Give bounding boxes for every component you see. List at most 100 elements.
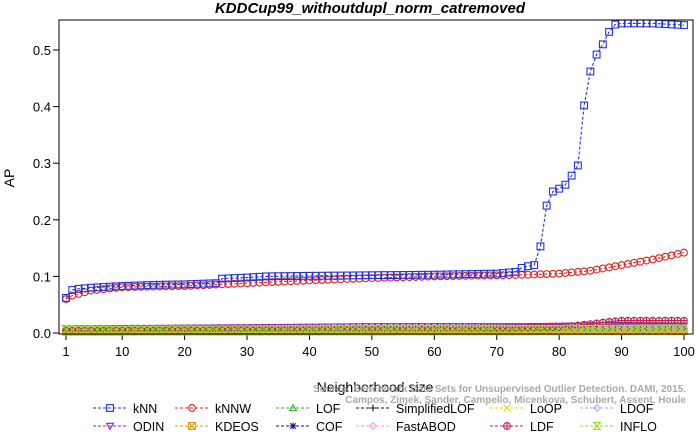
point-INFLO-85 <box>585 324 595 333</box>
point-kNN-68 <box>480 269 489 278</box>
legend-marker-kNNW <box>188 404 196 412</box>
point-kNN-17 <box>161 280 170 289</box>
legend-label-ODIN: ODIN <box>133 420 164 434</box>
point-INFLO-58 <box>417 325 427 333</box>
point-INFLO-16 <box>155 325 165 334</box>
point-INFLO-54 <box>392 325 402 333</box>
point-INFLO-62 <box>442 325 452 333</box>
point-kNN-22 <box>193 279 202 288</box>
point-kNN-10 <box>118 282 127 290</box>
legend-marker-FastABOD <box>368 421 378 431</box>
point-INFLO-27 <box>223 325 233 334</box>
point-kNNW-41 <box>311 276 320 285</box>
point-ODIN-80 <box>555 322 564 331</box>
plot-area <box>61 19 689 336</box>
point-INFLO-55 <box>398 325 408 333</box>
point-kNN-48 <box>355 271 364 280</box>
point-kNN-75 <box>523 262 532 271</box>
point-kNN-57 <box>411 270 420 279</box>
point-kNNW-78 <box>542 270 551 278</box>
legend-item-kNNW: kNNW <box>175 402 251 416</box>
point-INFLO-73 <box>510 325 520 333</box>
watermark: Source: Benchmark Data Sets for Unsuperv… <box>313 384 686 406</box>
point-kNN-14 <box>143 281 152 290</box>
point-INFLO-89 <box>610 324 620 333</box>
point-kNN-66 <box>467 270 476 278</box>
point-INFLO-74 <box>517 325 527 333</box>
point-LDF-92 <box>630 316 638 325</box>
point-INFLO-94 <box>642 324 652 333</box>
legend-item-FastABOD: FastABOD <box>356 420 456 434</box>
point-INFLO-6 <box>92 325 102 334</box>
point-INFLO-46 <box>342 325 352 333</box>
point-INFLO-76 <box>529 324 539 333</box>
point-INFLO-84 <box>579 324 589 333</box>
point-LDF-87 <box>599 318 607 327</box>
point-INFLO-1 <box>61 325 71 334</box>
point-kNN-84 <box>580 101 589 110</box>
point-kNN-99 <box>673 20 682 29</box>
point-kNN-67 <box>474 269 482 278</box>
point-INFLO-22 <box>192 325 202 334</box>
x-tick-label-5: 50 <box>365 344 379 359</box>
point-INFLO-81 <box>560 324 570 333</box>
point-INFLO-21 <box>186 325 196 334</box>
legend-item-INFLO: INFLO <box>580 420 657 434</box>
point-INFLO-19 <box>173 325 183 334</box>
point-kNN-61 <box>436 270 445 279</box>
point-kNNW-40 <box>305 276 314 285</box>
point-kNN-52 <box>380 271 389 280</box>
point-kNN-85 <box>586 67 595 76</box>
point-kNNW-100 <box>680 248 688 257</box>
point-INFLO-69 <box>485 325 496 333</box>
point-INFLO-45 <box>336 325 346 333</box>
point-INFLO-97 <box>660 324 670 333</box>
point-INFLO-49 <box>361 325 371 333</box>
legend-marker-LoOP <box>503 404 511 412</box>
point-INFLO-63 <box>448 325 458 333</box>
point-kNN-89 <box>611 20 620 29</box>
point-kNN-41 <box>311 271 320 280</box>
legend-item-LoOP: LoOP <box>490 402 562 416</box>
legend-item-KDEOS: KDEOS <box>175 420 259 434</box>
point-INFLO-71 <box>498 325 508 333</box>
point-INFLO-53 <box>386 325 396 333</box>
point-kNN-77 <box>536 242 545 251</box>
point-kNNW-76 <box>530 270 539 279</box>
point-kNN-44 <box>330 271 339 280</box>
point-INFLO-96 <box>654 324 664 333</box>
point-INFLO-30 <box>242 325 252 334</box>
point-kNNW-42 <box>317 275 326 284</box>
point-kNN-47 <box>349 271 358 280</box>
legend-label-FastABOD: FastABOD <box>396 420 456 434</box>
point-INFLO-11 <box>123 325 133 334</box>
point-INFLO-23 <box>198 325 208 334</box>
point-kNN-18 <box>168 280 177 289</box>
point-INFLO-14 <box>142 325 152 334</box>
legend-marker-KDEOS <box>188 422 196 430</box>
point-INFLO-56 <box>404 325 414 333</box>
point-INFLO-65 <box>460 325 471 333</box>
point-kNN-58 <box>417 270 426 279</box>
point-INFLO-77 <box>535 324 545 333</box>
legend-label-kNNW: kNNW <box>215 402 251 416</box>
point-INFLO-33 <box>261 325 271 333</box>
point-kNN-78 <box>542 201 551 210</box>
point-INFLO-78 <box>542 324 552 333</box>
legend-item-LDOF: LDOF <box>580 402 654 416</box>
point-kNN-8 <box>105 282 114 291</box>
point-kNN-11 <box>124 281 133 290</box>
point-INFLO-79 <box>548 324 558 333</box>
point-INFLO-28 <box>230 325 240 334</box>
point-kNN-54 <box>392 271 401 279</box>
y-tick-label-3: 0.3 <box>33 156 51 171</box>
point-kNN-35 <box>274 272 283 281</box>
point-kNN-76 <box>530 261 539 270</box>
point-kNN-3 <box>74 284 83 293</box>
legend-label-INFLO: INFLO <box>620 420 657 434</box>
point-kNN-29 <box>236 273 245 282</box>
point-INFLO-24 <box>205 325 215 334</box>
point-INFLO-3 <box>73 325 84 334</box>
point-INFLO-68 <box>479 325 489 333</box>
point-INFLO-34 <box>267 325 277 333</box>
